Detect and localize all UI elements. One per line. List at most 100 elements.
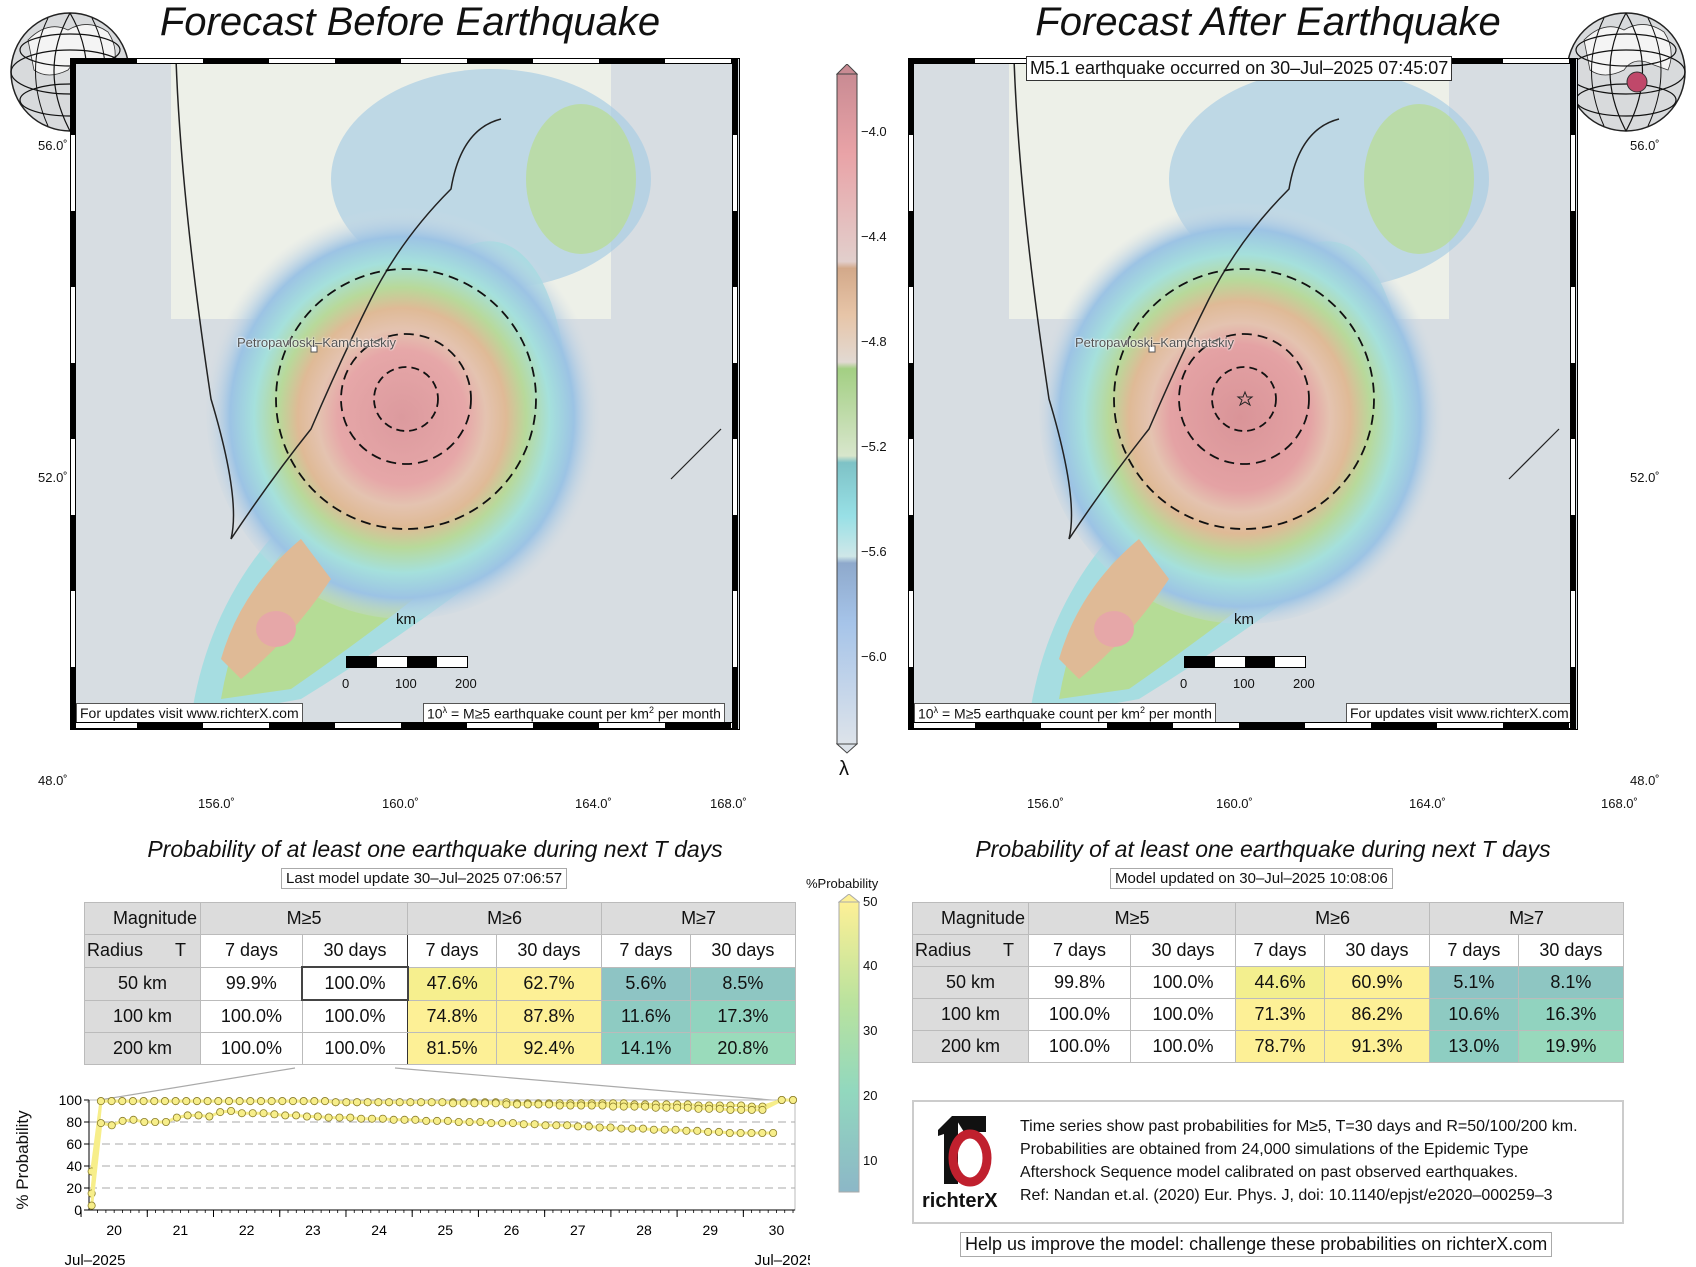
data-point[interactable]	[224, 1097, 233, 1106]
data-point[interactable]	[789, 1096, 798, 1104]
data-point[interactable]	[587, 1101, 596, 1110]
data-point[interactable]	[758, 1129, 767, 1138]
data-point[interactable]	[87, 1201, 96, 1210]
data-point[interactable]	[342, 1098, 351, 1107]
data-point[interactable]	[769, 1129, 778, 1138]
data-point[interactable]	[736, 1129, 745, 1138]
data-point[interactable]	[534, 1100, 543, 1109]
data-point[interactable]	[662, 1103, 671, 1112]
data-point[interactable]	[150, 1097, 159, 1106]
data-point[interactable]	[513, 1100, 522, 1109]
data-point[interactable]	[246, 1097, 255, 1106]
data-point[interactable]	[705, 1104, 714, 1113]
data-point[interactable]	[205, 1112, 214, 1121]
data-point[interactable]	[346, 1113, 355, 1122]
data-point[interactable]	[498, 1119, 507, 1128]
data-point[interactable]	[651, 1103, 660, 1112]
data-point[interactable]	[747, 1129, 756, 1138]
left-forecast-map[interactable]: Petropavloski–Kamchatskiy km 0 100 200 F…	[70, 58, 740, 730]
data-point[interactable]	[673, 1103, 682, 1112]
data-point[interactable]	[541, 1121, 550, 1130]
data-point[interactable]	[160, 1097, 169, 1106]
data-point[interactable]	[737, 1105, 746, 1114]
data-point[interactable]	[259, 1109, 268, 1118]
data-point[interactable]	[417, 1098, 426, 1107]
data-point[interactable]	[714, 1127, 723, 1136]
data-point[interactable]	[545, 1100, 554, 1109]
data-point[interactable]	[555, 1101, 564, 1110]
data-point[interactable]	[320, 1097, 329, 1106]
data-point[interactable]	[374, 1098, 383, 1107]
data-point[interactable]	[96, 1097, 105, 1106]
data-point[interactable]	[151, 1117, 160, 1126]
right-forecast-map[interactable]: Petropavloski–Kamchatskiy km 0 100 200 1…	[908, 58, 1578, 730]
data-point[interactable]	[395, 1098, 404, 1107]
data-point[interactable]	[481, 1099, 490, 1108]
data-point[interactable]	[639, 1124, 648, 1133]
data-point[interactable]	[491, 1099, 500, 1108]
data-point[interactable]	[292, 1111, 301, 1120]
data-point[interactable]	[443, 1116, 452, 1125]
data-point[interactable]	[454, 1117, 463, 1126]
data-point[interactable]	[433, 1116, 442, 1125]
data-point[interactable]	[609, 1102, 618, 1111]
data-point[interactable]	[406, 1098, 415, 1107]
left-updates-label[interactable]: For updates visit www.richterX.com	[76, 703, 303, 723]
data-point[interactable]	[577, 1101, 586, 1110]
data-point[interactable]	[693, 1126, 702, 1135]
data-point[interactable]	[385, 1098, 394, 1107]
prob-cell[interactable]: 100.0%	[301, 966, 409, 1001]
data-point[interactable]	[552, 1121, 561, 1130]
data-point[interactable]	[278, 1097, 287, 1106]
data-point[interactable]	[519, 1120, 528, 1129]
data-point[interactable]	[630, 1102, 639, 1111]
data-point[interactable]	[682, 1126, 691, 1135]
right-updates-label[interactable]: For updates visit www.richterX.com	[1346, 703, 1573, 723]
data-point[interactable]	[530, 1120, 539, 1129]
data-point[interactable]	[183, 1111, 192, 1120]
data-point[interactable]	[267, 1097, 276, 1106]
data-point[interactable]	[422, 1116, 431, 1125]
data-point[interactable]	[227, 1106, 236, 1115]
data-point[interactable]	[573, 1122, 582, 1131]
data-point[interactable]	[438, 1098, 447, 1107]
data-point[interactable]	[118, 1097, 127, 1106]
data-point[interactable]	[107, 1097, 116, 1106]
data-point[interactable]	[299, 1097, 308, 1106]
data-point[interactable]	[487, 1119, 496, 1128]
data-point[interactable]	[777, 1096, 786, 1104]
data-point[interactable]	[161, 1117, 170, 1126]
data-point[interactable]	[427, 1098, 436, 1107]
data-point[interactable]	[389, 1115, 398, 1124]
data-point[interactable]	[310, 1097, 319, 1106]
data-point[interactable]	[107, 1121, 116, 1130]
data-point[interactable]	[357, 1114, 366, 1123]
data-point[interactable]	[194, 1111, 203, 1120]
data-point[interactable]	[595, 1123, 604, 1132]
data-point[interactable]	[459, 1099, 468, 1108]
data-point[interactable]	[192, 1097, 201, 1106]
data-point[interactable]	[216, 1108, 225, 1117]
data-point[interactable]	[270, 1110, 279, 1119]
data-point[interactable]	[313, 1112, 322, 1121]
data-point[interactable]	[619, 1102, 628, 1111]
data-point[interactable]	[324, 1113, 333, 1122]
data-point[interactable]	[502, 1100, 511, 1109]
data-point[interactable]	[566, 1101, 575, 1110]
data-point[interactable]	[671, 1125, 680, 1134]
data-point[interactable]	[235, 1097, 244, 1106]
data-point[interactable]	[584, 1122, 593, 1131]
data-point[interactable]	[563, 1121, 572, 1130]
data-point[interactable]	[140, 1117, 149, 1126]
data-point[interactable]	[139, 1097, 148, 1106]
help-link[interactable]: Help us improve the model: challenge the…	[960, 1232, 1553, 1257]
data-point[interactable]	[256, 1097, 265, 1106]
data-point[interactable]	[281, 1111, 290, 1120]
data-point[interactable]	[363, 1098, 372, 1107]
data-point[interactable]	[617, 1124, 626, 1133]
data-point[interactable]	[171, 1097, 180, 1106]
data-point[interactable]	[378, 1114, 387, 1123]
data-point[interactable]	[470, 1099, 479, 1108]
data-point[interactable]	[660, 1125, 669, 1134]
data-point[interactable]	[704, 1127, 713, 1136]
